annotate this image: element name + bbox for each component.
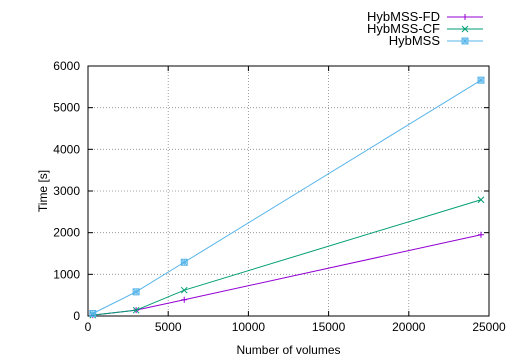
x-tick-label: 15000 <box>312 320 346 334</box>
data-point <box>180 286 188 294</box>
series-layer <box>89 76 485 319</box>
x-axis-label: Number of volumes <box>236 343 340 357</box>
series-hybmss <box>89 76 485 317</box>
data-point <box>477 231 484 238</box>
axis-ticks: 0 5000 10000 15000 20000 25000 0 1000 2000 3000 40… <box>53 59 506 334</box>
data-point <box>477 76 485 84</box>
y-tick-label: 6000 <box>53 59 80 73</box>
series-hybmss-cf <box>89 196 485 319</box>
data-point <box>180 258 188 266</box>
series-line <box>92 79 482 314</box>
data-point <box>477 196 485 204</box>
x-tick-label: 0 <box>85 320 92 334</box>
y-tick-label: 1000 <box>53 267 80 281</box>
series-line <box>92 199 482 316</box>
grid-lines <box>88 66 489 316</box>
x-tick-label: 25000 <box>472 320 506 334</box>
legend-label: HybMSS-CF <box>367 21 440 36</box>
y-tick-label: 0 <box>73 309 80 323</box>
data-point <box>461 25 469 33</box>
data-point <box>181 296 188 303</box>
series-line <box>92 234 482 316</box>
data-point <box>89 310 97 317</box>
x-tick-label: 5000 <box>155 320 182 334</box>
x-tick-label: 10000 <box>232 320 266 334</box>
data-point <box>132 306 140 314</box>
y-tick-label: 4000 <box>53 142 80 156</box>
data-point <box>462 14 468 20</box>
data-point <box>461 37 469 45</box>
data-point <box>132 288 140 296</box>
y-axis-label: Time [s] <box>36 170 50 212</box>
legend-label: HybMSS-FD <box>367 9 440 24</box>
x-tick-label: 20000 <box>392 320 426 334</box>
y-tick-label: 3000 <box>53 184 80 198</box>
y-tick-label: 2000 <box>53 226 80 240</box>
y-tick-label: 5000 <box>53 101 80 115</box>
legend-label: HybMSS <box>389 33 441 48</box>
